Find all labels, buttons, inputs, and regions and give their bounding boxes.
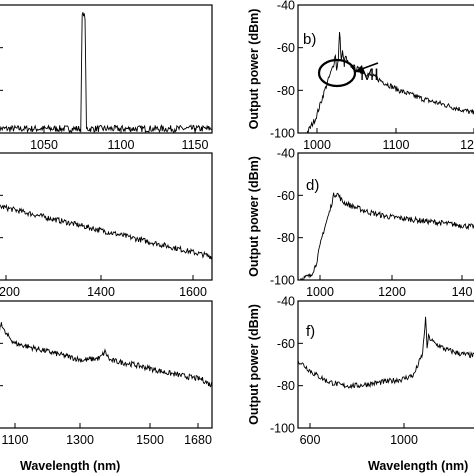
spectrum-series-line xyxy=(0,322,212,388)
y-tick-label: -80 xyxy=(277,84,295,98)
panel-label: d) xyxy=(306,177,319,194)
panel-c: 1200 1400 1600 xyxy=(0,152,213,299)
x-tick-label: 1600 xyxy=(179,285,207,299)
mi-arrow-head xyxy=(355,65,364,73)
x-tick-label: 1400 xyxy=(87,285,115,299)
x-tick-label: 1200 xyxy=(0,285,20,299)
panel-frame xyxy=(0,4,213,134)
spectrum-series-line xyxy=(298,192,474,280)
panel-frame xyxy=(0,300,213,429)
x-tick-label: 1150 xyxy=(182,138,209,152)
x-tick-label: 1200 xyxy=(378,285,406,299)
x-tick-label: 1100 xyxy=(108,138,135,152)
y-tick-label: -80 xyxy=(277,231,295,245)
panel-frame xyxy=(297,4,474,134)
y-tick-label: -100 xyxy=(270,274,295,288)
mi-marker xyxy=(317,58,379,88)
x-tick-label: 1100 xyxy=(383,138,410,152)
spectrum-series-line xyxy=(306,32,474,133)
y-tick-label: -40 xyxy=(277,147,295,161)
y-tick-label: -100 xyxy=(270,127,295,141)
y-axis-label: Output power (dBm) xyxy=(247,304,261,425)
x-tick-label: 1100 xyxy=(2,433,29,447)
x-tick-label: 1300 xyxy=(66,433,94,447)
panel-e: 1100 1300 1500 1680 xyxy=(0,300,213,447)
panel-a: 1050 1100 1150 xyxy=(0,4,213,152)
x-tick-label: 1500 xyxy=(136,433,164,447)
y-axis-label: Output power (dBm) xyxy=(247,156,261,277)
mi-annotation: MI xyxy=(360,65,379,84)
y-axis-label: Output power (dBm) xyxy=(247,9,261,130)
x-axis-label-left: Wavelength (nm) xyxy=(20,459,120,473)
y-tick-label: -60 xyxy=(277,337,295,351)
panel-label: f) xyxy=(306,323,315,340)
x-tick-label: 1000 xyxy=(303,138,331,152)
y-tick-label: -100 xyxy=(270,422,295,436)
x-tick-label: 600 xyxy=(300,433,321,447)
y-tick-label: -40 xyxy=(277,0,295,13)
y-tick-label: -80 xyxy=(277,379,295,393)
x-tick-label: 1050 xyxy=(30,138,58,152)
panel-d: 1000 1200 140 -40 -60 -80 -100 Output power (dB… xyxy=(247,147,474,299)
panels-layer: 1050 1100 1150 1000 1100 1200 -40 -60 -80 -100 Out… xyxy=(0,0,474,447)
y-tick-label: -60 xyxy=(277,189,295,203)
x-tick-label: 1200 xyxy=(460,138,474,152)
panel-frame xyxy=(0,152,213,281)
x-axis-label-right: Wavelength (nm) xyxy=(368,459,468,473)
spectrum-series-line xyxy=(298,316,474,390)
spectrum-series-line xyxy=(0,12,212,133)
spectrum-series-line xyxy=(0,203,212,260)
y-tick-label: -60 xyxy=(277,41,295,55)
panel-b: 1000 1100 1200 -40 -60 -80 -100 Output power (d… xyxy=(247,0,474,152)
x-tick-label: 1000 xyxy=(390,433,418,447)
y-tick-label: -40 xyxy=(277,295,295,309)
x-tick-label: 1680 xyxy=(184,433,212,447)
panel-frame xyxy=(297,300,474,429)
panel-f: 600 1000 -40 -60 -80 -100 Output power (dBm) f) xyxy=(247,295,474,447)
x-tick-label: 1000 xyxy=(306,285,334,299)
panel-frame xyxy=(297,152,474,281)
x-tick-label: 140 xyxy=(452,285,473,299)
panel-label: b) xyxy=(303,31,316,48)
mi-ellipse xyxy=(317,58,357,88)
